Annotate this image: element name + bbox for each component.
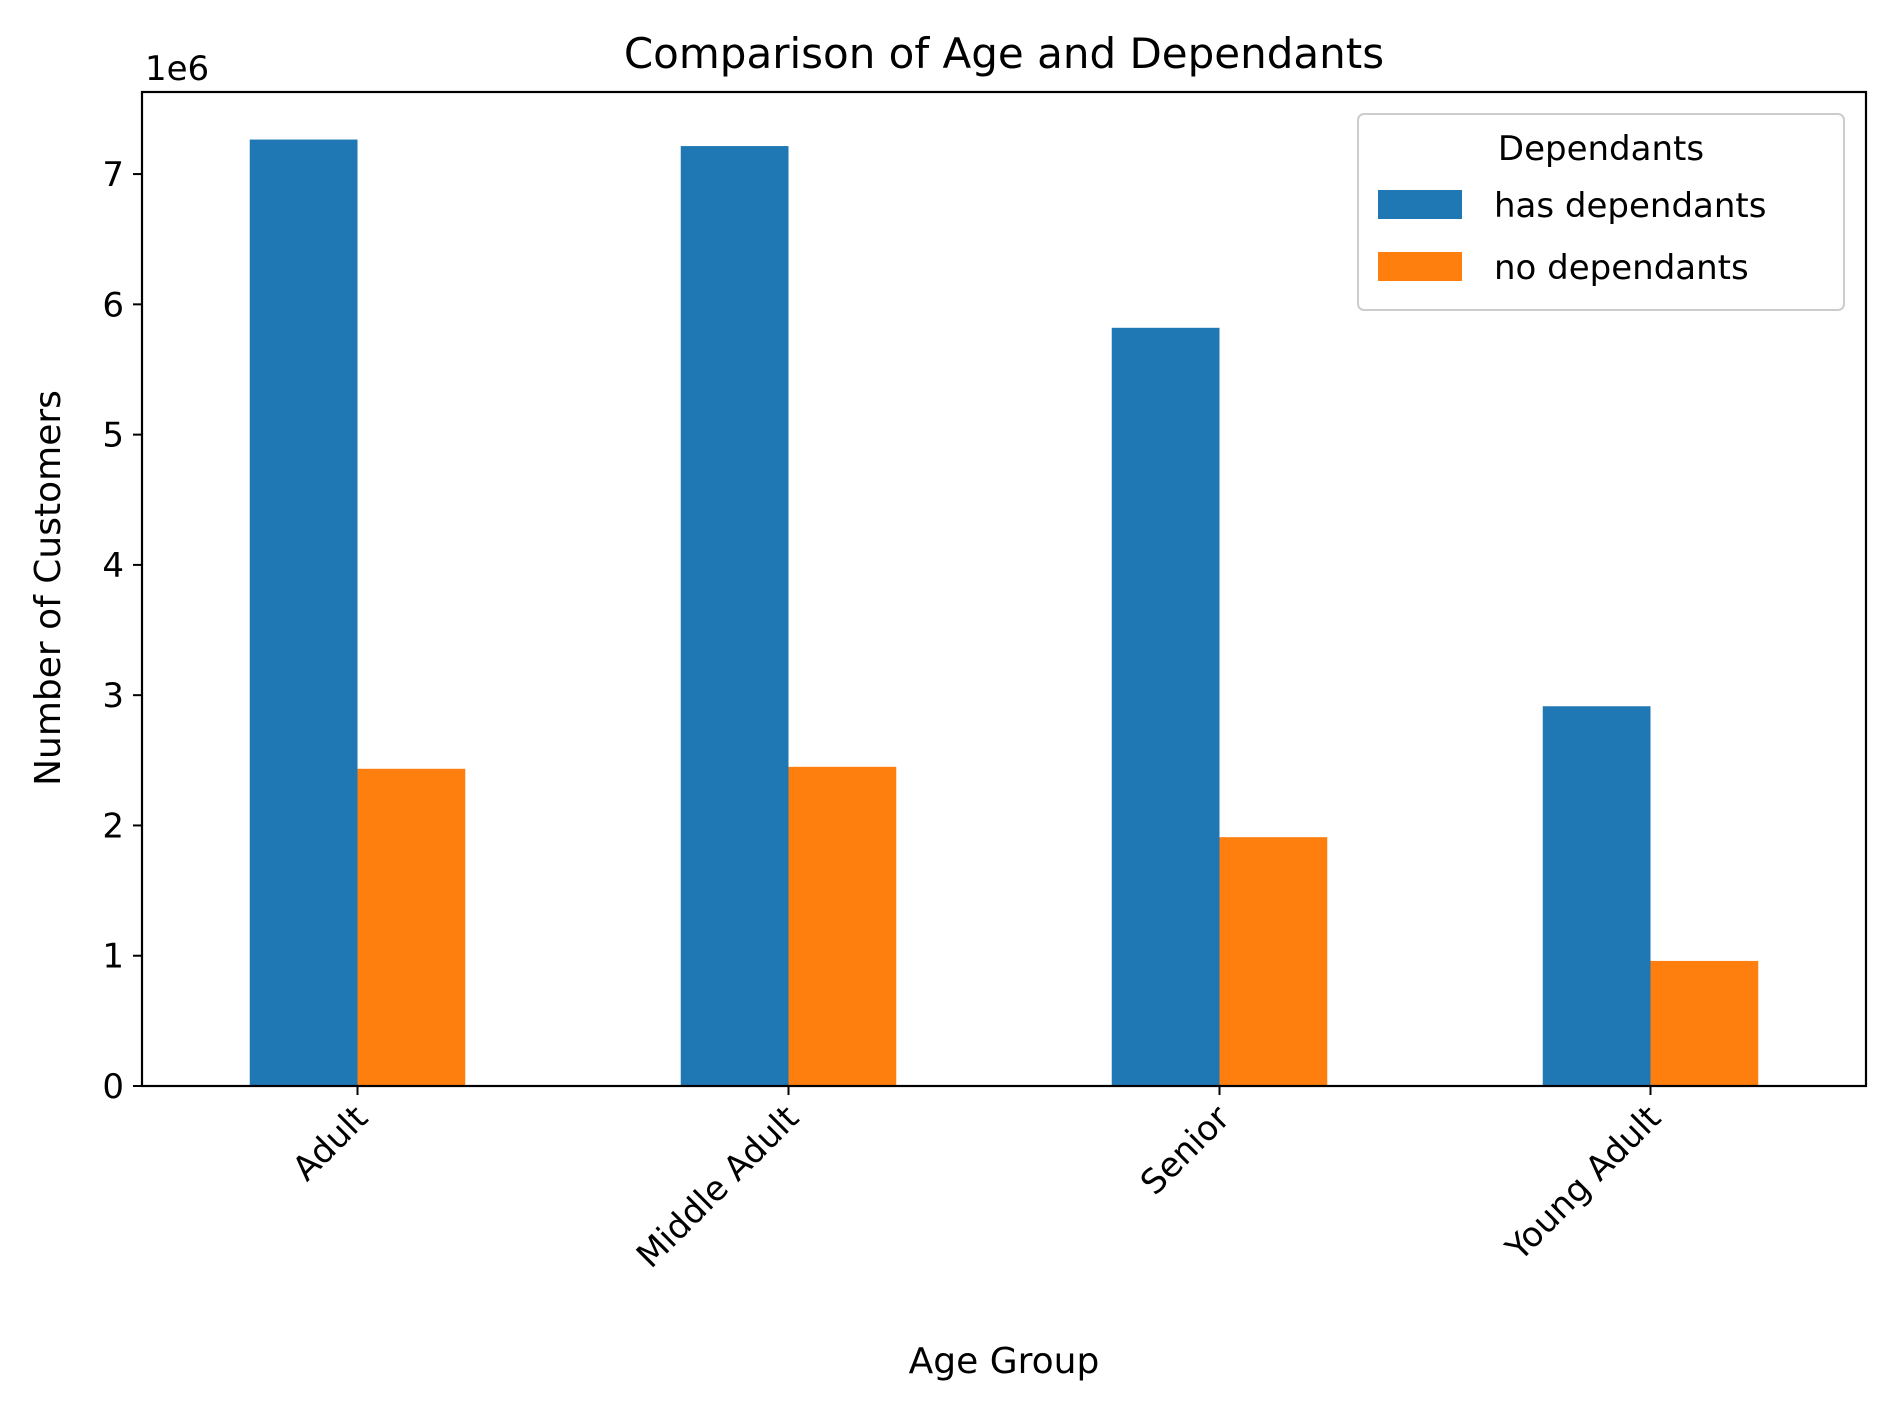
bar-no-dependants-adult [357, 768, 466, 1086]
bar-no-dependants-senior [1219, 837, 1328, 1086]
x-tick-label: Middle Adult [629, 1098, 807, 1276]
legend-swatch [1378, 252, 1462, 281]
x-axis-label: Age Group [909, 1341, 1100, 1382]
y-axis-label: Number of Customers [28, 390, 69, 786]
bar-has-dependants-young-adult [1542, 706, 1651, 1086]
y-tick-label: 4 [102, 546, 124, 586]
y-tick-label: 0 [102, 1067, 124, 1107]
y-tick-label: 1 [102, 937, 124, 977]
y-tick-label: 5 [102, 416, 124, 456]
y-tick-label: 6 [102, 285, 124, 325]
bar-has-dependants-middle-adult [680, 146, 789, 1087]
legend-swatch [1378, 190, 1462, 219]
legend-title: Dependants [1498, 129, 1704, 169]
bar-has-dependants-senior [1111, 327, 1220, 1086]
legend: Dependants has dependants no dependants [1357, 113, 1845, 311]
bar-no-dependants-young-adult [1650, 960, 1759, 1086]
y-tick-label: 7 [102, 155, 124, 195]
y-tick-label: 3 [102, 676, 124, 716]
bar-has-dependants-adult [249, 139, 358, 1086]
legend-box [1357, 113, 1845, 311]
y-axis-scale-label: 1e6 [145, 49, 209, 89]
x-tick-label: Senior [1133, 1098, 1238, 1203]
bars-layer [249, 139, 1759, 1087]
x-tick-label: Adult [285, 1098, 376, 1189]
x-tick-label: Young Adult [1498, 1098, 1669, 1269]
y-tick-label: 2 [102, 806, 124, 846]
legend-entry-label: no dependants [1494, 248, 1749, 288]
plot-frame [140, 90, 1868, 1088]
chart-title: Comparison of Age and Dependants [624, 29, 1384, 78]
legend-entry-label: has dependants [1494, 186, 1766, 226]
bar-no-dependants-middle-adult [788, 766, 897, 1086]
